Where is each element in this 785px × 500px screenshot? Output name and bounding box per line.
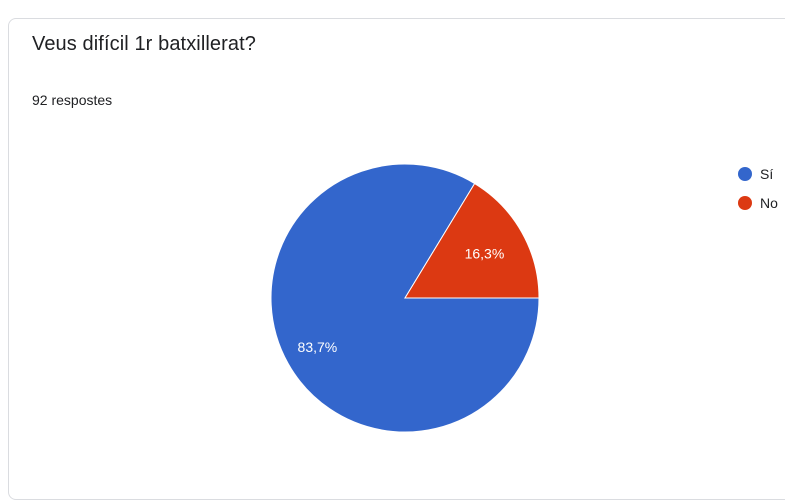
pie-slices <box>270 163 540 433</box>
pie-slice-labels: 83,7% 16,3% <box>298 245 505 355</box>
response-count: 92 respostes <box>32 92 113 108</box>
legend-item-no[interactable]: No <box>738 195 778 211</box>
chart-legend[interactable]: Sí No <box>738 166 778 211</box>
legend-swatch-no <box>738 196 752 210</box>
question-title: Veus difícil 1r batxillerat? <box>32 33 257 55</box>
legend-item-si[interactable]: Sí <box>738 166 773 182</box>
legend-label-si: Sí <box>760 166 773 182</box>
legend-label-no: No <box>760 195 778 211</box>
legend-swatch-si <box>738 167 752 181</box>
pie-slice-no[interactable] <box>404 182 540 299</box>
pie-slice-label-si: 83,7% <box>298 339 338 355</box>
pie-slice-label-no: 16,3% <box>465 245 505 261</box>
pie-chart: 83,7% 16,3% Sí No <box>270 163 778 433</box>
